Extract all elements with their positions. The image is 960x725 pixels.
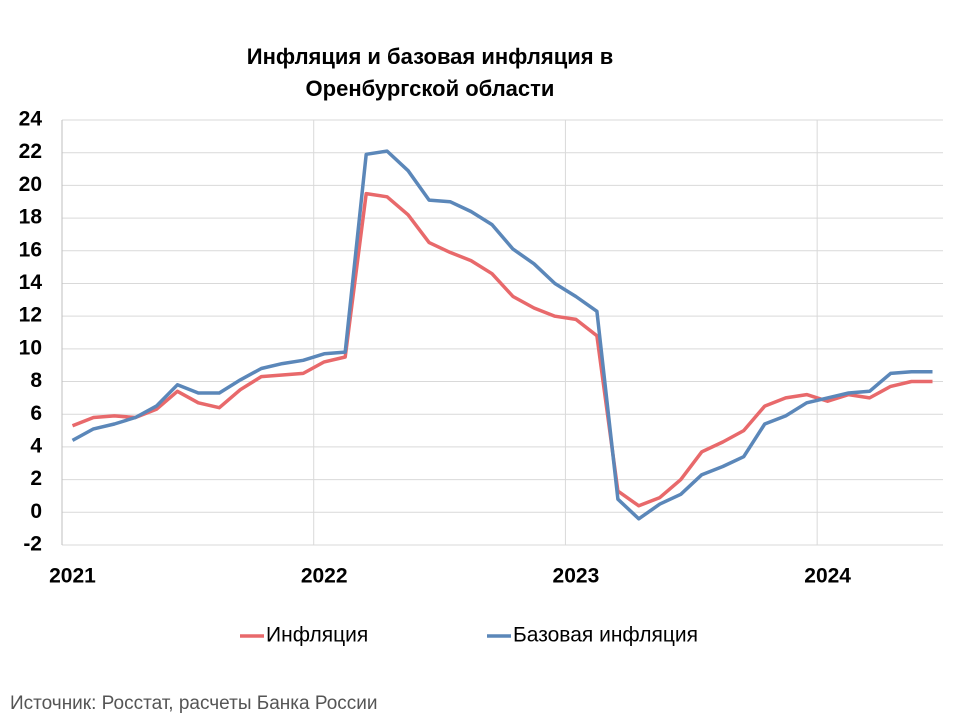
legend-label: Базовая инфляция bbox=[513, 624, 698, 647]
source-note: Источник: Росстат, расчеты Банка России bbox=[10, 693, 378, 714]
y-tick-label: 20 bbox=[19, 173, 42, 196]
y-tick-label: 6 bbox=[30, 402, 42, 425]
y-tick-label: 8 bbox=[30, 369, 42, 392]
y-tick-label: -2 bbox=[23, 533, 42, 556]
chart-title: Оренбургской области bbox=[306, 76, 555, 101]
y-tick-label: 22 bbox=[19, 140, 42, 163]
y-tick-label: 4 bbox=[30, 434, 42, 457]
y-tick-label: 16 bbox=[19, 238, 42, 261]
chart-title: Инфляция и базовая инфляция в bbox=[247, 44, 613, 69]
y-tick-label: 0 bbox=[30, 500, 42, 523]
y-tick-label: 10 bbox=[19, 336, 42, 359]
y-tick-label: 24 bbox=[19, 108, 43, 131]
x-tick-label: 2024 bbox=[804, 565, 851, 588]
y-tick-label: 18 bbox=[19, 206, 43, 229]
x-tick-label: 2021 bbox=[49, 565, 96, 588]
y-tick-label: 12 bbox=[19, 304, 42, 327]
legend-label: Инфляция bbox=[266, 624, 368, 647]
series-line bbox=[71, 149, 933, 521]
y-tick-label: 2 bbox=[30, 467, 42, 490]
y-tick-label: 14 bbox=[19, 271, 43, 294]
x-tick-label: 2023 bbox=[553, 565, 600, 588]
x-tick-label: 2022 bbox=[301, 565, 348, 588]
series-line bbox=[71, 191, 933, 508]
